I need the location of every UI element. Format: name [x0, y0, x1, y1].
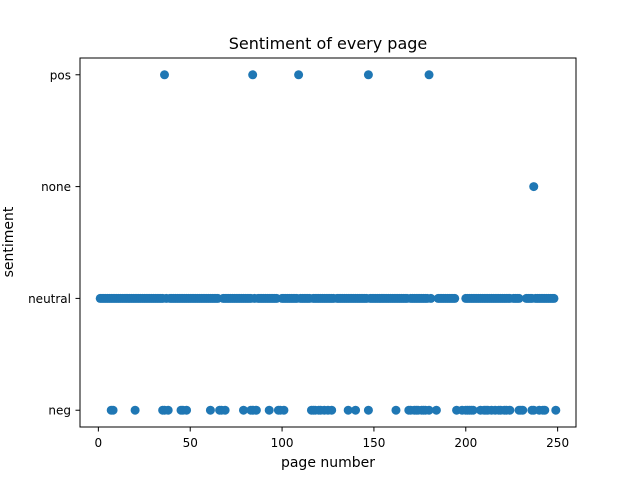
- data-point-neg: [130, 405, 140, 415]
- x-tick-label: 150: [362, 436, 385, 450]
- chart-title: Sentiment of every page: [229, 34, 428, 53]
- x-tick-label: 200: [454, 436, 477, 450]
- data-point-neg: [540, 405, 550, 415]
- y-axis: neg neutral none pos: [28, 68, 80, 418]
- data-points: [95, 70, 561, 415]
- data-point-neg: [351, 405, 361, 415]
- data-point-neg: [182, 405, 192, 415]
- data-point-pos: [363, 70, 373, 80]
- x-tick-label: 100: [271, 436, 294, 450]
- y-axis-label: sentiment: [1, 206, 17, 277]
- data-point-neg: [468, 405, 478, 415]
- data-point-pos: [294, 70, 304, 80]
- data-point-neg: [363, 405, 373, 415]
- data-point-neg: [205, 405, 215, 415]
- data-point-none: [529, 182, 539, 192]
- x-axis-label: page number: [281, 455, 375, 471]
- x-tick-label: 50: [183, 436, 198, 450]
- data-point-neutral: [450, 293, 460, 303]
- x-tick-label: 0: [95, 436, 103, 450]
- data-point-neg: [424, 405, 434, 415]
- y-tick-label: pos: [50, 68, 71, 82]
- data-point-neg: [220, 405, 230, 415]
- y-tick-label: none: [41, 180, 71, 194]
- data-point-neg: [279, 405, 289, 415]
- data-point-neg: [343, 405, 353, 415]
- data-point-neg: [163, 405, 173, 415]
- data-point-pos: [424, 70, 434, 80]
- data-point-neg: [251, 405, 261, 415]
- data-point-neg: [391, 405, 401, 415]
- x-tick-label: 250: [546, 436, 569, 450]
- data-point-neutral: [549, 293, 559, 303]
- data-point-neg: [264, 405, 274, 415]
- data-point-neg: [108, 405, 118, 415]
- data-point-neg: [327, 405, 337, 415]
- data-point-neg: [431, 405, 441, 415]
- data-point-neg: [518, 405, 528, 415]
- data-point-neg: [551, 405, 561, 415]
- y-tick-label: neg: [48, 404, 71, 418]
- data-point-neutral: [514, 293, 524, 303]
- data-point-neutral: [426, 293, 436, 303]
- plot-area: [79, 57, 577, 428]
- data-point-neg: [238, 405, 248, 415]
- x-axis: 0 50 100 150 200 250: [95, 427, 569, 450]
- data-point-pos: [160, 70, 170, 80]
- data-point-neg: [505, 405, 515, 415]
- data-point-pos: [248, 70, 258, 80]
- y-tick-label: neutral: [28, 292, 71, 306]
